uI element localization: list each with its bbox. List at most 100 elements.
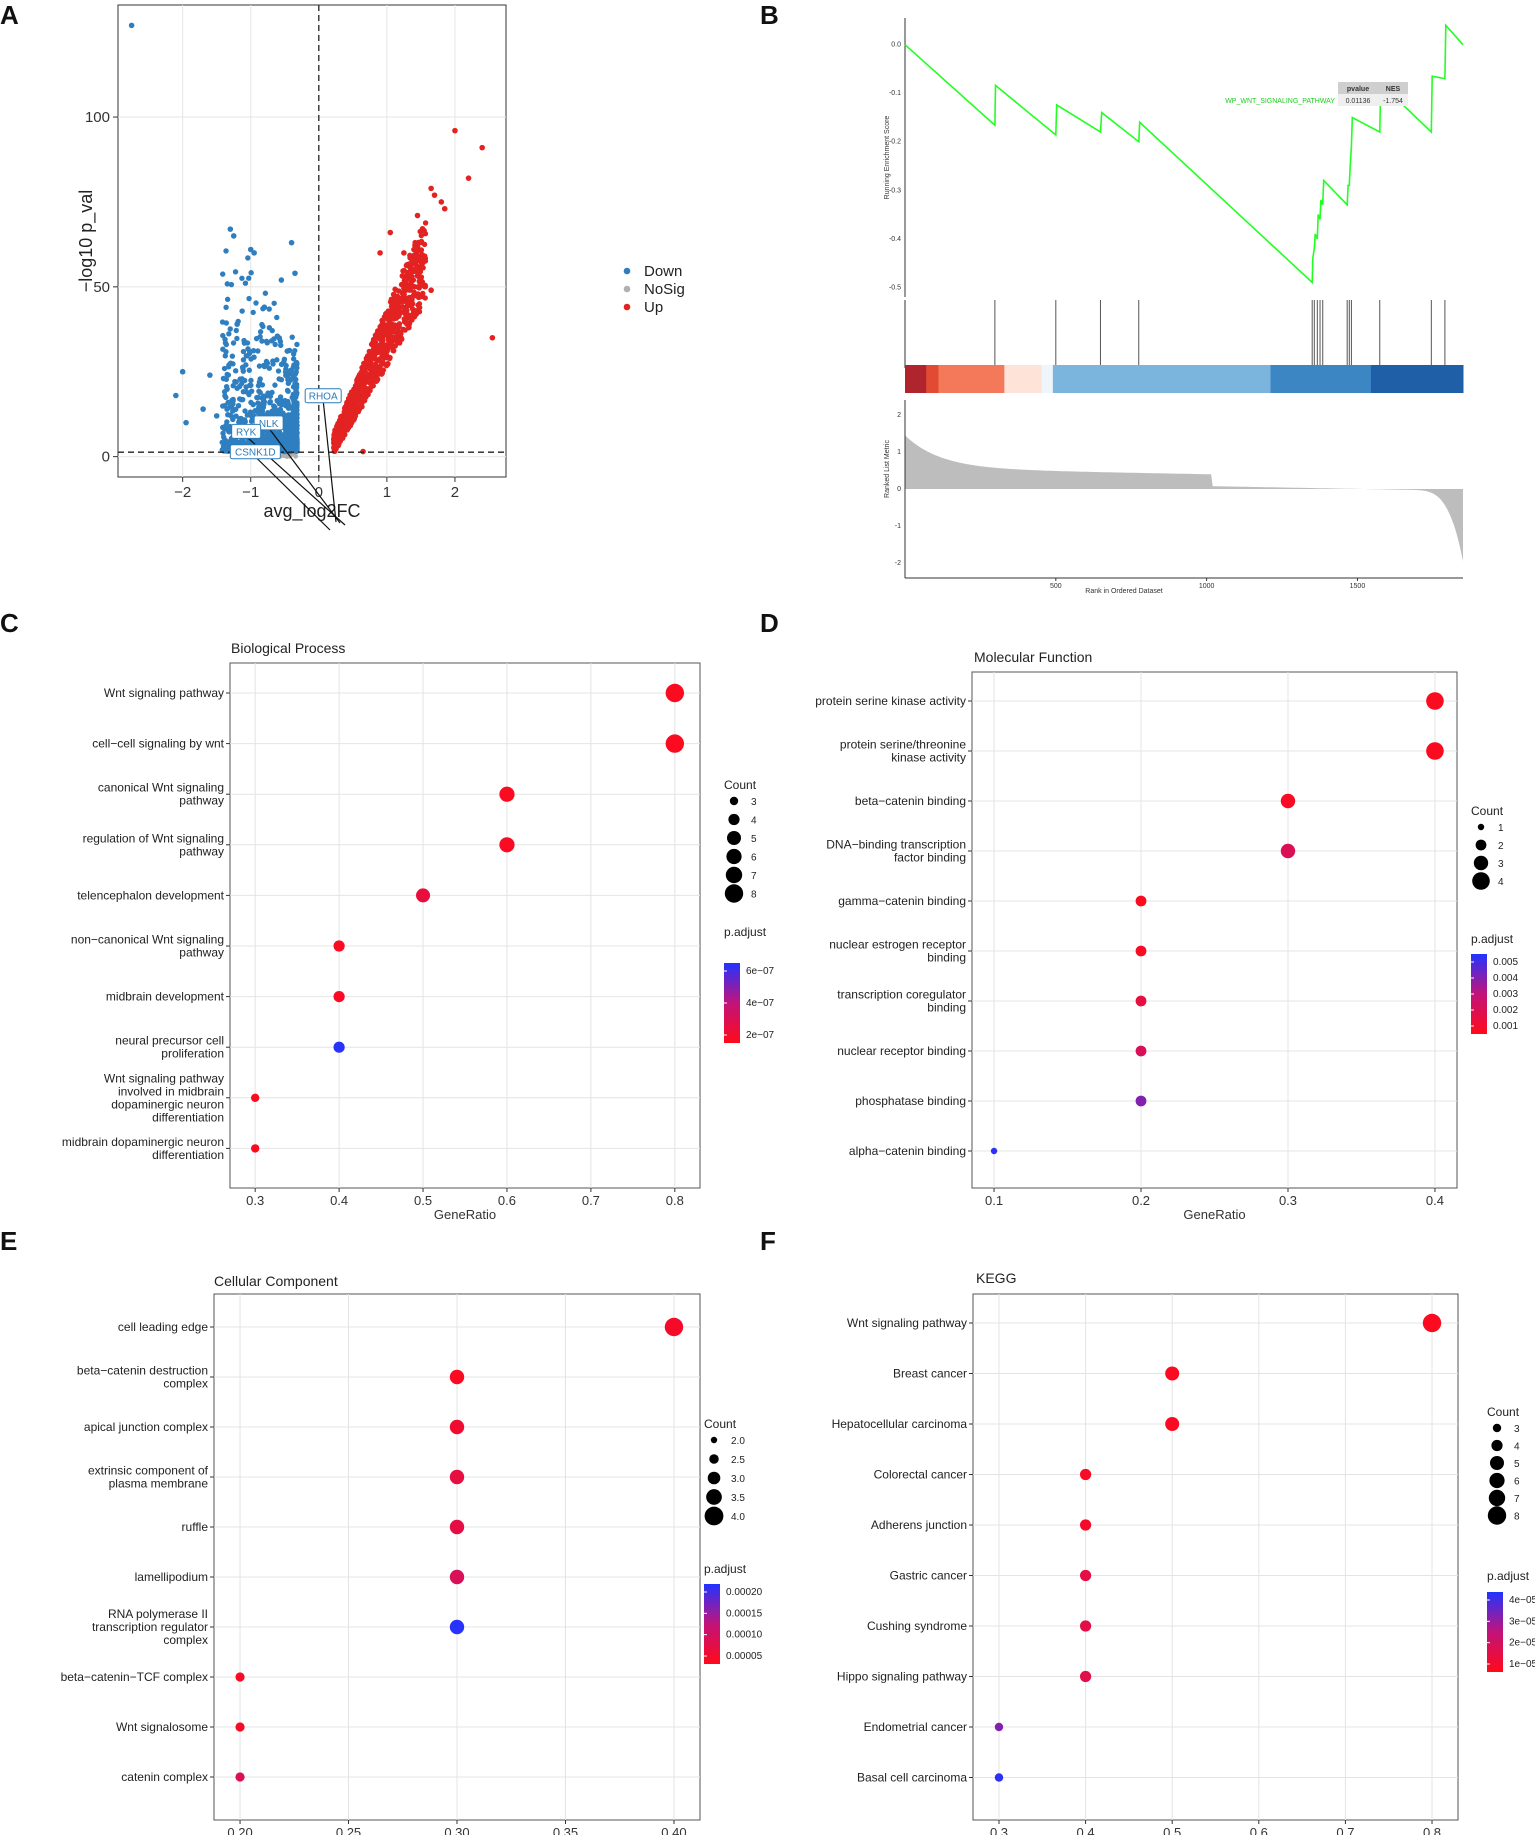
point-up <box>408 259 415 266</box>
point-down <box>221 389 228 395</box>
point-down <box>290 356 297 362</box>
point-down <box>244 353 250 359</box>
point-up <box>331 445 337 451</box>
point-up <box>335 422 341 429</box>
category-label: nuclear receptor binding <box>837 1044 966 1058</box>
point-down <box>275 368 282 374</box>
point-down <box>222 424 228 430</box>
metric-y-title: Ranked List Metric <box>884 440 891 498</box>
point-down <box>240 396 246 403</box>
category-label: midbrain development <box>106 990 225 1004</box>
point-down <box>269 440 275 446</box>
rank-tick-label: 500 <box>1050 583 1062 590</box>
point-up <box>406 312 413 319</box>
dot-point <box>250 1144 260 1153</box>
point-up <box>489 334 496 341</box>
x-tick-label: 0.4 <box>1077 1825 1095 1835</box>
point-up <box>404 295 411 302</box>
panel-letter-a: A <box>0 0 19 30</box>
dotplot-biological-process: Biological Process 0.3 0.4 0.5 0.6 0.7 0.8 Gene… <box>62 640 775 1222</box>
count-legend-label: 4 <box>1514 1442 1520 1453</box>
point-up <box>388 336 394 342</box>
panel-letter-e: E <box>0 1226 17 1256</box>
point-down <box>220 346 226 352</box>
point-up <box>415 294 422 301</box>
count-legend-label: 5 <box>751 834 757 845</box>
category-label-line: dopaminergic neuron <box>111 1097 224 1111</box>
point-down <box>230 396 236 403</box>
count-legend-label: 7 <box>1514 1494 1520 1505</box>
point-down <box>278 277 285 283</box>
point-down <box>289 416 296 422</box>
point-down <box>255 410 262 416</box>
dot-point <box>1079 1519 1092 1531</box>
category-label: Adherens junction <box>871 1518 967 1532</box>
dot-point <box>333 940 345 952</box>
x-tick-label: −1 <box>242 484 259 501</box>
padjust-label: 0.004 <box>1493 973 1518 984</box>
gene-label: NLK <box>259 419 279 430</box>
point-up <box>416 304 423 311</box>
category-label: non−canonical Wnt signaling pathway <box>71 933 224 960</box>
point-down <box>281 359 287 365</box>
category-label-line: Wnt signaling pathway <box>104 1071 224 1085</box>
point-down <box>259 400 266 407</box>
point-down <box>286 404 292 411</box>
point-down <box>227 226 234 232</box>
point-down <box>282 427 289 434</box>
point-down <box>293 386 299 392</box>
category-label-line: protein serine kinase activity <box>815 694 966 708</box>
point-down <box>240 357 247 363</box>
count-legend-label: 8 <box>1514 1512 1520 1523</box>
category-label-line: lamellipodium <box>135 1570 208 1584</box>
point-up <box>390 328 396 335</box>
point-down <box>277 406 284 412</box>
category-label-line: beta−catenin binding <box>855 794 966 808</box>
point-up <box>392 343 398 349</box>
category-label-line: gamma−catenin binding <box>838 894 966 908</box>
count-legend-dot <box>1488 1489 1506 1507</box>
point-up <box>377 324 383 330</box>
ranked-metric-area <box>905 435 1463 562</box>
point-down <box>293 376 299 383</box>
point-up <box>419 225 426 232</box>
point-up <box>375 347 381 354</box>
es-tick-label: -0.1 <box>889 90 901 97</box>
point-down <box>235 402 242 409</box>
point-up <box>395 313 401 319</box>
point-down <box>284 387 291 394</box>
dot-point <box>665 734 685 753</box>
count-legend-dot <box>1492 1423 1502 1433</box>
category-label: cell−cell signaling by wnt <box>92 737 224 751</box>
point-up <box>367 387 373 394</box>
dot-point <box>416 888 431 903</box>
category-label: Hippo signaling pathway <box>837 1670 967 1684</box>
category-label: nuclear estrogen receptor binding <box>829 938 966 965</box>
point-down <box>250 309 256 316</box>
count-legend-title: Count <box>1487 1405 1520 1419</box>
point-down <box>261 304 268 311</box>
point-down <box>230 233 237 239</box>
es-y-title: Running Enrichment Score <box>884 116 891 200</box>
point-down <box>224 406 230 412</box>
category-label-line: transcription regulator <box>92 1620 208 1634</box>
category-label-line: Adherens junction <box>871 1518 967 1532</box>
point-down <box>179 368 186 375</box>
point-up <box>410 293 416 299</box>
category-label: beta−catenin destruction complex <box>77 1364 208 1391</box>
point-down <box>248 377 254 384</box>
point-down <box>233 379 239 385</box>
category-label: canonical Wnt signaling pathway <box>98 781 224 808</box>
point-up <box>465 175 472 181</box>
count-legend-dot <box>725 866 743 884</box>
count-legend-dot <box>724 884 744 903</box>
category-label-line: proliferation <box>161 1047 224 1061</box>
dot-point <box>1135 995 1147 1007</box>
category-label: telencephalon development <box>77 888 224 902</box>
point-up <box>370 341 376 348</box>
padjust-label: 4e−07 <box>746 998 775 1009</box>
point-up <box>353 389 360 395</box>
point-down <box>248 270 254 276</box>
point-up <box>378 328 384 334</box>
panel-letter-d: D <box>760 608 779 638</box>
